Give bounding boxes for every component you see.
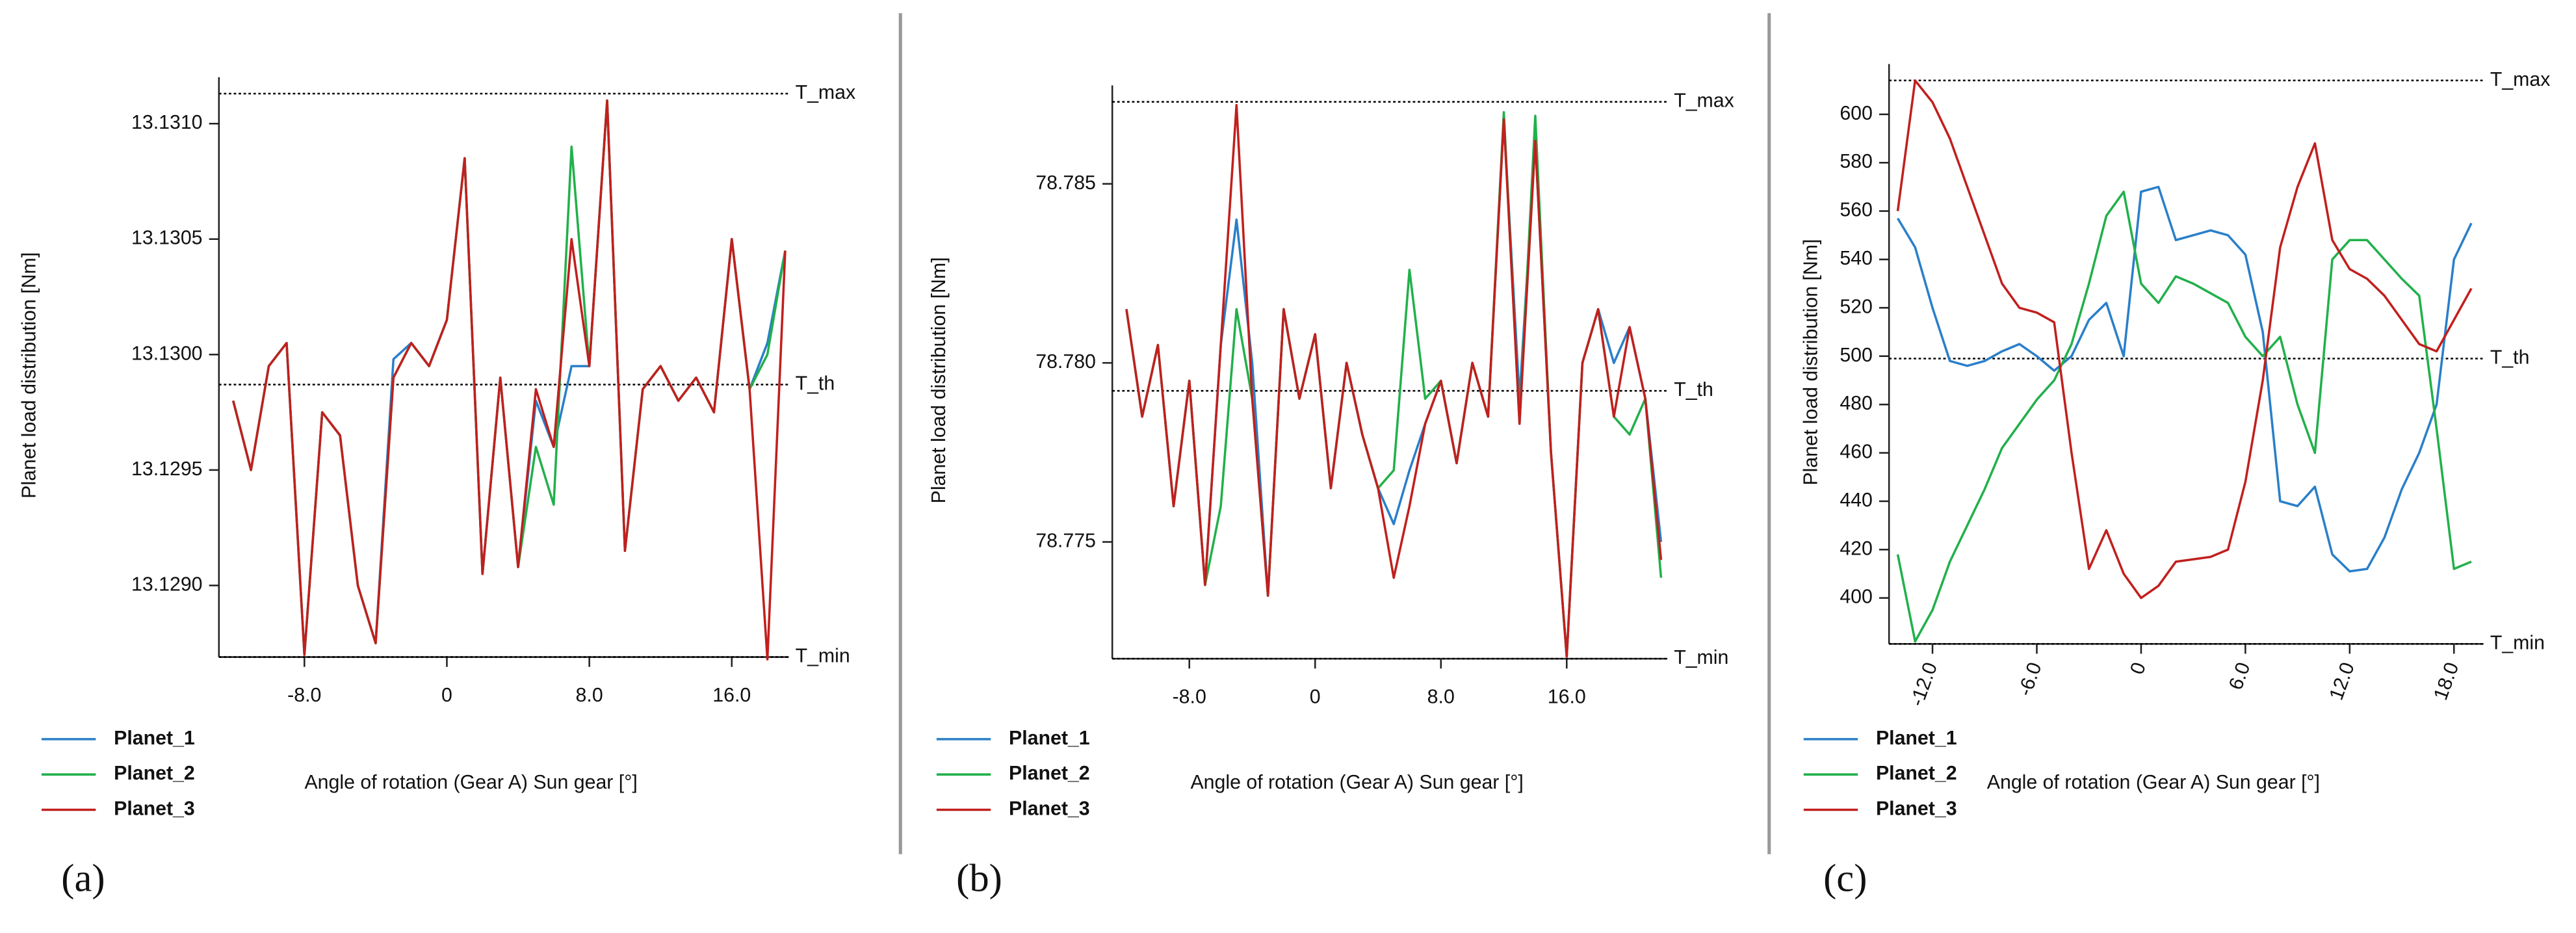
y-tick-label: 520 xyxy=(1840,296,1873,317)
y-tick-label: 78.775 xyxy=(1035,531,1096,552)
reference-label: T_min xyxy=(2490,632,2545,653)
legend-text: Planet_1 xyxy=(114,728,195,749)
x-tick-label: -8.0 xyxy=(287,685,321,706)
x-tick-label: 0 xyxy=(1310,687,1321,708)
reference-label: T_th xyxy=(2490,347,2530,368)
series-line xyxy=(1896,191,2472,643)
x-tick-label: 8.0 xyxy=(576,685,603,706)
y-tick-label: 13.1300 xyxy=(131,343,203,364)
x-tick-label: 16.0 xyxy=(712,685,751,706)
legend-text: Planet_3 xyxy=(1009,798,1090,820)
y-tick-label: 600 xyxy=(1840,103,1873,124)
y-tick-label: 480 xyxy=(1840,393,1873,414)
y-tick-label: 420 xyxy=(1840,538,1873,559)
y-tick-label: 400 xyxy=(1840,586,1873,608)
x-tick-label: 8.0 xyxy=(1427,687,1455,708)
legend-text: Planet_3 xyxy=(114,798,195,820)
y-tick-label: 560 xyxy=(1840,200,1873,221)
y-tick-label: 13.1310 xyxy=(131,112,203,133)
y-tick-label: 78.780 xyxy=(1035,351,1096,373)
y-tick-label: 78.785 xyxy=(1035,172,1096,194)
x-axis-title: Angle of rotation (Gear A) Sun gear [°] xyxy=(1987,772,2320,793)
x-tick-label: 0 xyxy=(441,685,452,706)
panel-label: (c) xyxy=(1823,857,1867,900)
reference-label: T_min xyxy=(1674,647,1728,668)
y-tick-label: 500 xyxy=(1840,345,1873,366)
series-line xyxy=(1125,103,1663,658)
x-axis-title: Angle of rotation (Gear A) Sun gear [°] xyxy=(304,772,637,793)
series-line xyxy=(1897,185,2473,573)
y-axis-title: Planet load distribution [Nm] xyxy=(1800,239,1821,486)
panel-label: (a) xyxy=(61,857,105,900)
legend-text: Planet_2 xyxy=(1876,763,1957,784)
legend-text: Planet_1 xyxy=(1009,728,1090,749)
panel-label: (b) xyxy=(956,857,1002,900)
legend-text: Planet_2 xyxy=(1009,763,1090,784)
reference-label: T_th xyxy=(796,373,835,394)
y-axis-title: Planet load distribution [Nm] xyxy=(18,252,40,499)
legend-text: Planet_2 xyxy=(114,763,195,784)
reference-label: T_min xyxy=(796,646,850,667)
y-tick-label: 580 xyxy=(1840,151,1873,172)
y-tick-label: 540 xyxy=(1840,248,1873,269)
y-axis-title: Planet load distribution [Nm] xyxy=(928,257,950,503)
y-tick-label: 460 xyxy=(1840,441,1873,463)
y-tick-label: 13.1305 xyxy=(131,228,203,249)
x-tick-label: -8.0 xyxy=(1173,687,1206,708)
y-tick-label: 13.1290 xyxy=(131,573,203,595)
reference-label: T_max xyxy=(1674,90,1734,112)
series-line xyxy=(1896,79,2473,599)
series-line xyxy=(232,99,787,661)
legend-text: Planet_3 xyxy=(1876,798,1957,820)
reference-label: T_max xyxy=(796,82,856,103)
x-tick-label: 16.0 xyxy=(1548,687,1586,708)
legend-text: Planet_1 xyxy=(1876,728,1957,749)
y-tick-label: 440 xyxy=(1840,490,1873,511)
reference-label: T_th xyxy=(1674,379,1713,401)
x-axis-title: Angle of rotation (Gear A) Sun gear [°] xyxy=(1190,772,1523,793)
y-tick-label: 13.1295 xyxy=(131,458,203,480)
reference-label: T_max xyxy=(2490,69,2551,90)
